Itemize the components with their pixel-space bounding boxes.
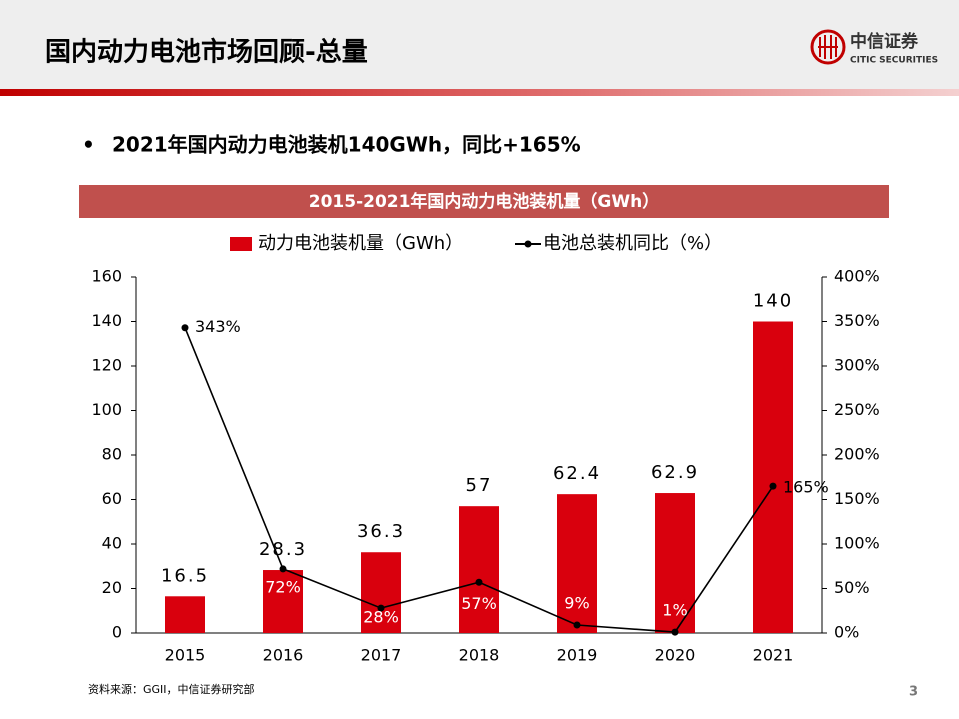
legend-label: 电池总装机同比（%）: [543, 233, 722, 254]
legend-dot: [524, 240, 532, 248]
y-tick-label: 80: [102, 445, 122, 464]
y-tick-label: 160: [91, 267, 122, 286]
y2-tick-label: 300%: [834, 356, 880, 375]
y-tick-label: 140: [91, 311, 122, 330]
y2-tick-label: 350%: [834, 311, 880, 330]
x-tick-label: 2020: [655, 646, 696, 665]
line-value-label: 72%: [265, 577, 301, 596]
line-point: [377, 604, 385, 612]
logo-cn: 中信证券: [850, 31, 919, 52]
line-point: [769, 482, 777, 490]
line-point: [671, 628, 679, 636]
line-point: [475, 578, 483, 586]
logo-en: CITIC SECURITIES: [850, 56, 938, 66]
chart-title: 2015-2021年国内动力电池装机量（GWh）: [309, 191, 660, 212]
header-rule: [0, 89, 959, 96]
logo-ring: [810, 29, 846, 65]
y2-tick-label: 200%: [834, 445, 880, 464]
x-tick-label: 2019: [557, 646, 598, 665]
y-tick-label: 100: [91, 400, 122, 419]
chart-banner: [79, 185, 889, 218]
legend-label: 动力电池装机量（GWh）: [258, 233, 463, 254]
bar-value-label: 36.3: [357, 521, 405, 542]
x-tick-label: 2018: [459, 646, 500, 665]
bar: [459, 506, 499, 633]
y-tick-label: 60: [102, 489, 122, 508]
bar-value-label: 16.5: [161, 565, 209, 586]
line-value-label: 343%: [195, 317, 241, 336]
line-value-label: 28%: [363, 608, 399, 627]
y-tick-label: 120: [91, 356, 122, 375]
bar: [361, 552, 401, 633]
bar: [655, 493, 695, 633]
line-value-label: 165%: [783, 478, 829, 497]
bar: [753, 321, 793, 633]
y2-tick-label: 0%: [834, 623, 859, 642]
y2-tick-label: 250%: [834, 400, 880, 419]
page-number: 3: [909, 685, 918, 700]
y2-tick-label: 400%: [834, 267, 880, 286]
x-tick-label: 2017: [361, 646, 402, 665]
x-tick-label: 2015: [165, 646, 206, 665]
line-point: [181, 324, 189, 332]
logo: 中信证券 CITIC SECURITIES: [810, 29, 938, 66]
bar: [557, 494, 597, 633]
line-value-label: 1%: [662, 601, 687, 620]
y2-tick-label: 100%: [834, 534, 880, 553]
line-value-label: 57%: [461, 594, 497, 613]
bullet-dot: •: [82, 133, 95, 157]
bar: [165, 596, 205, 633]
bar-value-label: 62.9: [651, 462, 699, 483]
line-point: [279, 565, 287, 573]
line-value-label: 9%: [564, 593, 589, 612]
bullet-text: 2021年国内动力电池装机140GWh，同比+165%: [112, 133, 581, 157]
page-title: 国内动力电池市场回顾-总量: [45, 37, 368, 68]
line-point: [573, 621, 581, 629]
bar-value-label: 62.4: [553, 463, 601, 484]
y2-tick-label: 150%: [834, 489, 880, 508]
x-tick-label: 2016: [263, 646, 304, 665]
y-tick-label: 20: [102, 578, 122, 597]
bar-value-label: 57: [466, 475, 493, 496]
source-note: 资料来源：GGII，中信证券研究部: [88, 682, 255, 696]
y2-tick-label: 50%: [834, 578, 870, 597]
bar-value-label: 140: [753, 291, 793, 312]
bar: [263, 570, 303, 633]
x-tick-label: 2021: [753, 646, 794, 665]
bar-value-label: 28.3: [259, 539, 307, 560]
header-band: [0, 0, 959, 89]
legend-swatch: [230, 237, 252, 251]
logo-mark: [818, 35, 838, 59]
y-tick-label: 40: [102, 534, 122, 553]
y-tick-label: 0: [112, 623, 122, 642]
